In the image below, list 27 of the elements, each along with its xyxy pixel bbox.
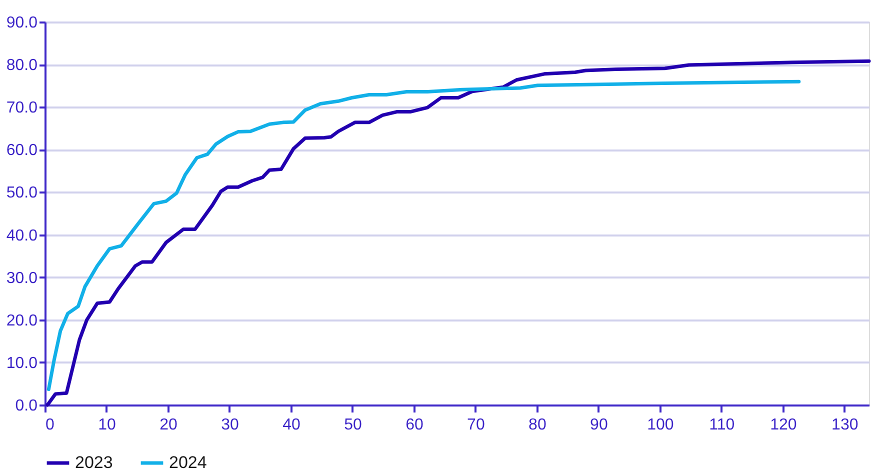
x-tick-label: 100 (647, 416, 674, 434)
y-tick-label: 70.0 (6, 100, 38, 117)
y-tick-label: 40.0 (6, 227, 38, 244)
x-tick-label: 120 (770, 416, 797, 434)
x-tick-label: 0 (46, 416, 54, 434)
y-tick-label: 90.0 (6, 14, 38, 32)
x-tick-label: 10 (98, 416, 116, 434)
y-tick-label: 50.0 (6, 184, 38, 202)
x-tick-label: 80 (528, 416, 546, 434)
legend-label: 2024 (169, 453, 207, 472)
y-tick-label: 30.0 (6, 270, 38, 287)
y-tick-label: 0.0 (15, 398, 38, 414)
y-tick-label: 20.0 (6, 312, 38, 330)
y-tick-label: 10.0 (6, 354, 38, 372)
y-tick-label: 80.0 (6, 57, 38, 74)
x-tick-label: 30 (221, 416, 239, 434)
legend-label: 2023 (75, 453, 113, 472)
x-tick-label: 60 (406, 416, 424, 434)
line-series (46, 80, 801, 392)
x-tick-label: 50 (344, 416, 362, 434)
x-tick-label: 130 (832, 416, 858, 434)
x-tick-label: 110 (709, 416, 735, 434)
y-tick-label: 60.0 (6, 142, 38, 160)
x-tick-label: 20 (160, 416, 178, 434)
x-tick-label: 90 (590, 416, 608, 434)
x-tick-label: 40 (282, 416, 300, 434)
x-tick-label: 70 (467, 416, 485, 434)
